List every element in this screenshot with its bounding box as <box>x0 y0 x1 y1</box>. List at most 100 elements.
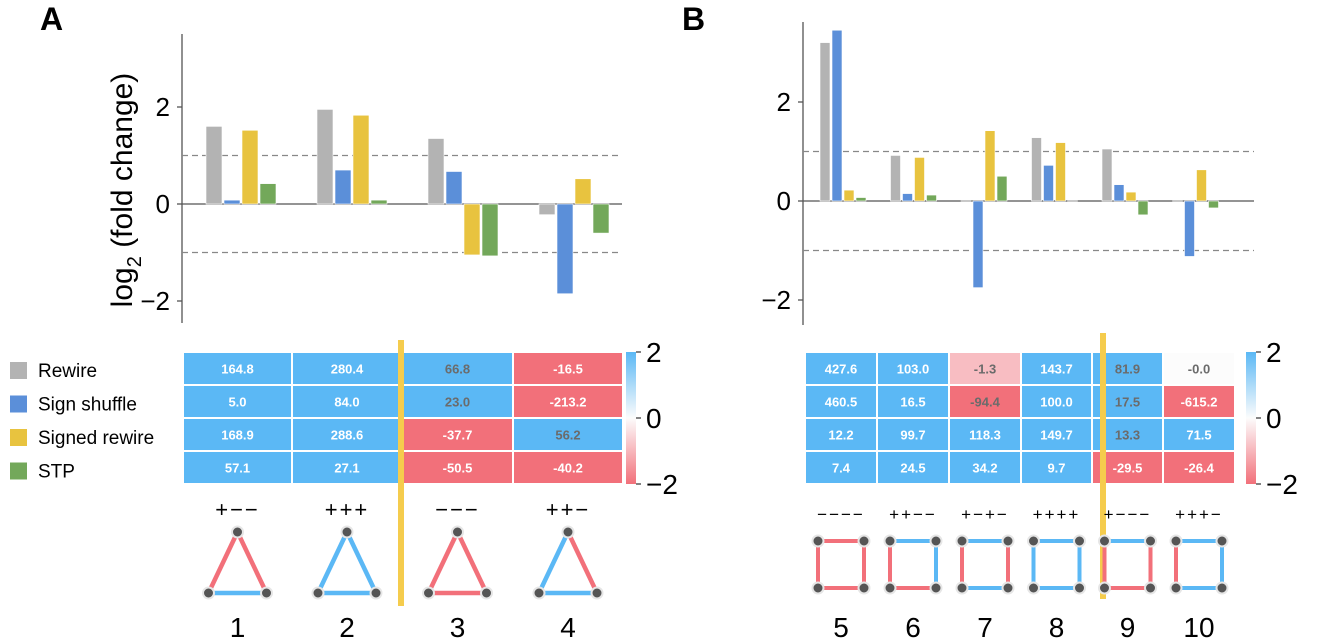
bar <box>334 169 352 205</box>
motif-node <box>929 581 943 595</box>
motif-node <box>857 534 871 548</box>
heatmap-value: 460.5 <box>825 395 858 410</box>
bar <box>1137 200 1149 216</box>
motif-node <box>369 586 383 600</box>
motif-sign-pattern: ++− <box>546 497 591 522</box>
motif-edge <box>455 531 489 594</box>
motif-edge <box>536 531 571 594</box>
heatmap-value: -615.2 <box>1181 395 1218 410</box>
motif-node <box>1073 581 1086 595</box>
legend-label: Sign shuffle <box>38 395 137 416</box>
legend-swatch <box>10 429 27 446</box>
motif-number: 3 <box>450 612 466 643</box>
bar <box>890 155 901 202</box>
bar <box>1101 148 1113 202</box>
colorbar-tick-label: −2 <box>646 469 678 500</box>
heatmap-value: 427.6 <box>825 362 858 377</box>
motif-number: 1 <box>230 612 246 643</box>
motif-sign-pattern: −−−− <box>817 505 865 524</box>
bar <box>902 193 913 202</box>
heatmap-value: 84.0 <box>334 395 359 410</box>
heatmap-value: 99.7 <box>900 428 925 443</box>
bar <box>984 130 996 202</box>
motif-node <box>955 534 969 548</box>
bar <box>1184 200 1195 257</box>
heatmap-value: 17.5 <box>1115 395 1140 410</box>
motif-node <box>1144 534 1157 548</box>
bar <box>1031 137 1042 202</box>
motif-edge <box>565 531 600 594</box>
motif-node <box>1001 534 1015 548</box>
bar <box>352 114 370 205</box>
motif-node <box>1027 581 1040 595</box>
motif-node <box>1098 581 1111 595</box>
colorbar-tick-label: 2 <box>646 337 662 368</box>
heatmap-value: -0.0 <box>1188 362 1210 377</box>
motif-edge <box>206 531 240 594</box>
bar <box>316 109 334 205</box>
heatmap-value: -94.4 <box>970 395 1000 410</box>
heatmap-value: 71.5 <box>1186 428 1211 443</box>
heatmap-cell <box>512 384 624 419</box>
bar <box>972 200 984 288</box>
heatmap-cell <box>804 351 878 386</box>
motif-node <box>1027 534 1040 548</box>
heatmap-cell <box>804 450 878 485</box>
bar <box>592 203 610 234</box>
heatmap-value: 100.0 <box>1040 395 1073 410</box>
y-axis-label: log2 (fold change) <box>106 73 146 308</box>
colorbar-tick-label: 0 <box>646 403 662 434</box>
bar <box>223 199 241 205</box>
heatmap-value: -1.3 <box>974 362 996 377</box>
motif-sign-pattern: +++ <box>325 497 370 522</box>
heatmap-value: 118.3 <box>969 428 1001 443</box>
motif-node <box>1144 581 1157 595</box>
bar <box>855 197 867 202</box>
colorbar-tick-label: −2 <box>1266 469 1298 500</box>
motif-sign-pattern: +−− <box>215 497 260 522</box>
colorbar <box>626 352 636 484</box>
motif-node <box>955 581 969 595</box>
legend-label: Rewire <box>38 361 97 382</box>
heatmap-value: -16.5 <box>553 362 583 377</box>
motif-sign-pattern: ++−− <box>889 505 937 524</box>
motif-number: 9 <box>1120 612 1136 643</box>
y-tick-label: 2 <box>777 87 791 117</box>
heatmap-value: 66.8 <box>445 362 470 377</box>
heatmap-cell <box>1162 351 1236 386</box>
panel-label-b: B <box>682 1 705 37</box>
motif-edge <box>235 531 269 594</box>
motif-node <box>311 586 325 600</box>
motif-node <box>1169 534 1183 548</box>
heatmap-value: -29.5 <box>1113 461 1143 476</box>
motif-node <box>1073 534 1086 548</box>
motif-number: 6 <box>905 612 921 643</box>
colorbar-tick-label: 0 <box>1266 403 1282 434</box>
heatmap-value: 143.7 <box>1040 362 1073 377</box>
heatmap-value: -40.2 <box>553 461 583 476</box>
heatmap-value: 56.2 <box>555 428 580 443</box>
motif-number: 10 <box>1183 612 1214 643</box>
motif-node <box>561 525 575 539</box>
bar <box>926 194 937 202</box>
motif-node <box>811 534 825 548</box>
y-tick-label: −2 <box>761 285 791 315</box>
motif-number: 8 <box>1049 612 1065 643</box>
heatmap-value: 81.9 <box>1115 362 1140 377</box>
legend-swatch <box>10 462 27 480</box>
bar <box>463 203 481 256</box>
heatmap-value: -50.5 <box>443 461 473 476</box>
motif-node <box>260 586 273 600</box>
y-tick-label: 0 <box>156 189 170 219</box>
motif-node <box>231 525 244 539</box>
motif-node <box>883 581 897 595</box>
y-axis-label-base: log <box>106 267 139 307</box>
heatmap-value: -213.2 <box>550 395 587 410</box>
motif-node <box>1001 581 1015 595</box>
heatmap-value: 168.9 <box>221 428 254 443</box>
y-tick-label: 0 <box>777 186 791 216</box>
motif-sign-pattern: −−− <box>435 497 480 522</box>
heatmap-value: 27.1 <box>334 461 359 476</box>
motif-sign-pattern: ++++ <box>1033 505 1081 524</box>
